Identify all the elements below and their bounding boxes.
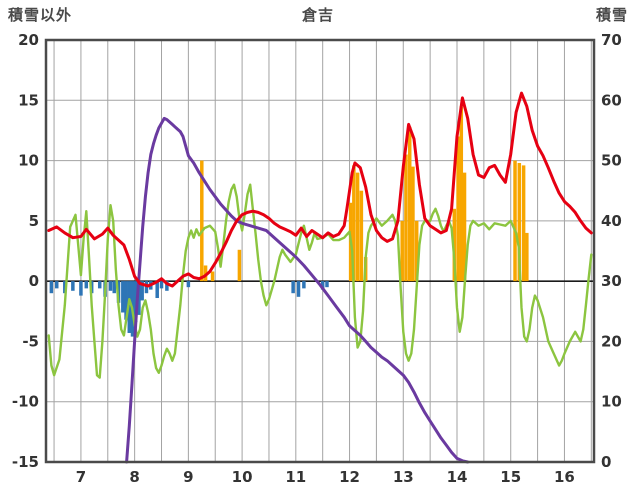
blue-bars-bar xyxy=(302,281,306,289)
left-axis-tick-label: -15 xyxy=(12,453,39,471)
left-axis-tick-label: 20 xyxy=(18,31,39,49)
blue-bars-bar xyxy=(63,281,67,294)
blue-bars-bar xyxy=(84,281,89,289)
blue-bars-bar xyxy=(108,281,113,291)
orange-bars-bar xyxy=(400,220,404,282)
temperature-red-line xyxy=(47,91,593,288)
blue-bars-bar xyxy=(49,281,54,294)
x-axis-tick-label: 12 xyxy=(339,468,360,486)
right-axis-tick-label: 60 xyxy=(601,91,622,109)
orange-bars-bar xyxy=(411,166,415,282)
x-axis-tick-label: 9 xyxy=(183,468,193,486)
x-axis-tick-label: 16 xyxy=(554,468,575,486)
orange-bars-bar xyxy=(513,160,517,282)
right-axis-tick-label: 40 xyxy=(601,212,622,230)
orange-bars-bar xyxy=(237,249,242,282)
blue-bars-bar xyxy=(121,281,125,313)
orange-bars-bar xyxy=(525,232,529,282)
blue-bars-bar xyxy=(296,281,301,297)
x-axis-tick-label: 13 xyxy=(393,468,414,486)
right-axis-title: 積雪 xyxy=(595,6,628,24)
left-axis-tick-label: -5 xyxy=(22,332,39,350)
blue-bars-bar xyxy=(165,281,169,291)
x-axis-tick-label: 11 xyxy=(285,468,306,486)
blue-bars-bar xyxy=(97,281,102,289)
blue-bars-bar xyxy=(325,281,329,288)
orange-bars-bar xyxy=(407,126,412,282)
blue-bars-bar xyxy=(155,281,159,299)
left-axis-tick-label: -10 xyxy=(12,393,39,411)
blue-bars-bar xyxy=(186,281,191,288)
orange-bars-bar xyxy=(456,136,460,282)
x-axis-tick-label: 14 xyxy=(447,468,468,486)
orange-bars-bar xyxy=(521,165,526,282)
x-axis-tick-label: 7 xyxy=(76,468,86,486)
chart-title: 倉吉 xyxy=(301,6,334,24)
plot-border xyxy=(44,38,596,464)
right-axis-tick-label: 70 xyxy=(601,31,622,49)
x-axis-tick-label: 15 xyxy=(500,468,521,486)
blue-bars-bar xyxy=(71,281,75,291)
left-axis-tick-label: 15 xyxy=(18,91,39,109)
blue-bars-bar xyxy=(320,281,325,290)
orange-bars-bar xyxy=(355,172,360,282)
snow-depth-purple-line xyxy=(125,116,470,464)
right-axis-tick-label: 50 xyxy=(601,152,622,170)
left-axis-tick-label: 10 xyxy=(18,152,39,170)
orange-bars-bar xyxy=(459,106,464,282)
right-axis-tick-label: 10 xyxy=(601,393,622,411)
green-line xyxy=(47,183,593,379)
blue-bars-bar xyxy=(54,281,59,289)
orange-bars-bar xyxy=(203,265,208,282)
orange-bars-bar xyxy=(414,220,419,282)
orange-bars-bar xyxy=(517,162,522,282)
orange-bars-bar xyxy=(404,154,408,282)
blue-bars-bar xyxy=(144,281,149,294)
right-axis-tick-label: 0 xyxy=(601,453,611,471)
blue-bars-bar xyxy=(124,281,128,320)
blue-bars-bar xyxy=(79,281,83,296)
left-axis-tick-label: 5 xyxy=(29,212,39,230)
right-axis-tick-label: 20 xyxy=(601,332,622,350)
x-axis-tick-label: 10 xyxy=(232,468,253,486)
orange-bars-bar xyxy=(359,190,364,282)
left-axis-title: 積雪以外 xyxy=(8,6,73,24)
blue-bars-bar xyxy=(291,281,295,294)
blue-bars-bar xyxy=(140,281,144,301)
left-axis-tick-label: 0 xyxy=(29,272,39,290)
orange-bars-bar xyxy=(352,165,356,282)
orange-bars-bar xyxy=(462,172,467,282)
blue-bars-bar xyxy=(112,281,116,294)
x-axis-tick-label: 8 xyxy=(129,468,139,486)
blue-bars-bar xyxy=(159,281,164,289)
orange-bars-bar xyxy=(210,271,215,282)
blue-bars-bar xyxy=(137,281,141,315)
right-axis-tick-label: 30 xyxy=(601,272,622,290)
orange-bars-bar xyxy=(452,208,457,282)
orange-bars-bar xyxy=(200,160,204,282)
